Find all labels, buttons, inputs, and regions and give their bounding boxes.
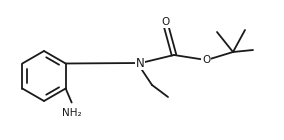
Text: NH₂: NH₂ <box>62 108 82 117</box>
Text: N: N <box>136 57 144 69</box>
Text: O: O <box>161 17 169 27</box>
Text: O: O <box>202 55 210 65</box>
